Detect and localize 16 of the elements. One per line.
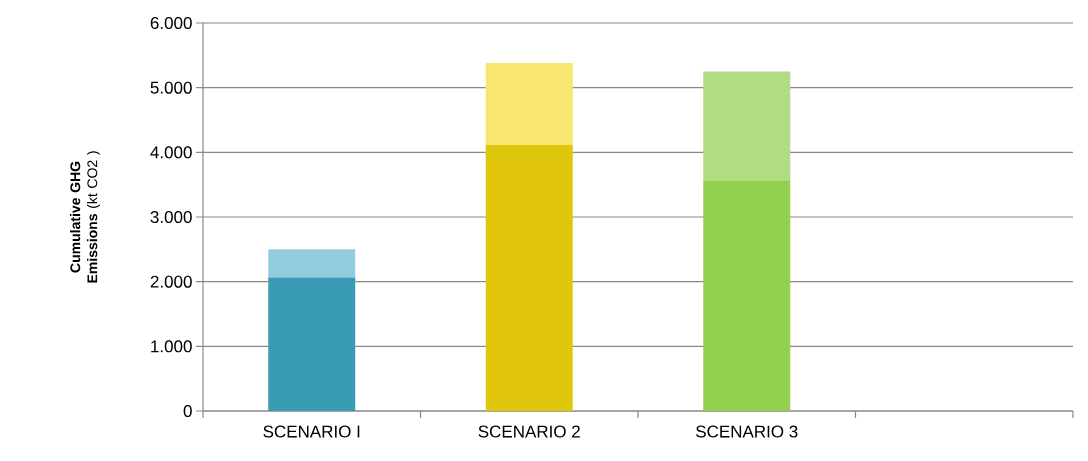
x-tick-label: SCENARIO 2 (478, 425, 580, 438)
bar (485, 144, 573, 411)
bar (268, 249, 356, 278)
bar (703, 180, 791, 411)
y-tick-label: 2.000 (150, 275, 192, 288)
y-tick-label: 6.000 (150, 16, 192, 30)
y-tick-label: 4.000 (150, 146, 192, 159)
x-tick-label: SCENARIO 3 (696, 425, 798, 438)
y-tick-label: 5.000 (150, 81, 192, 94)
bar (268, 277, 356, 411)
bar (485, 63, 573, 145)
x-tick-label: SCENARIO I (263, 425, 360, 438)
y-tick-label: 3.000 (150, 210, 192, 224)
bar (703, 71, 791, 181)
y-tick-label: 1.000 (151, 340, 192, 353)
y-tick-label: 0 (183, 404, 192, 418)
